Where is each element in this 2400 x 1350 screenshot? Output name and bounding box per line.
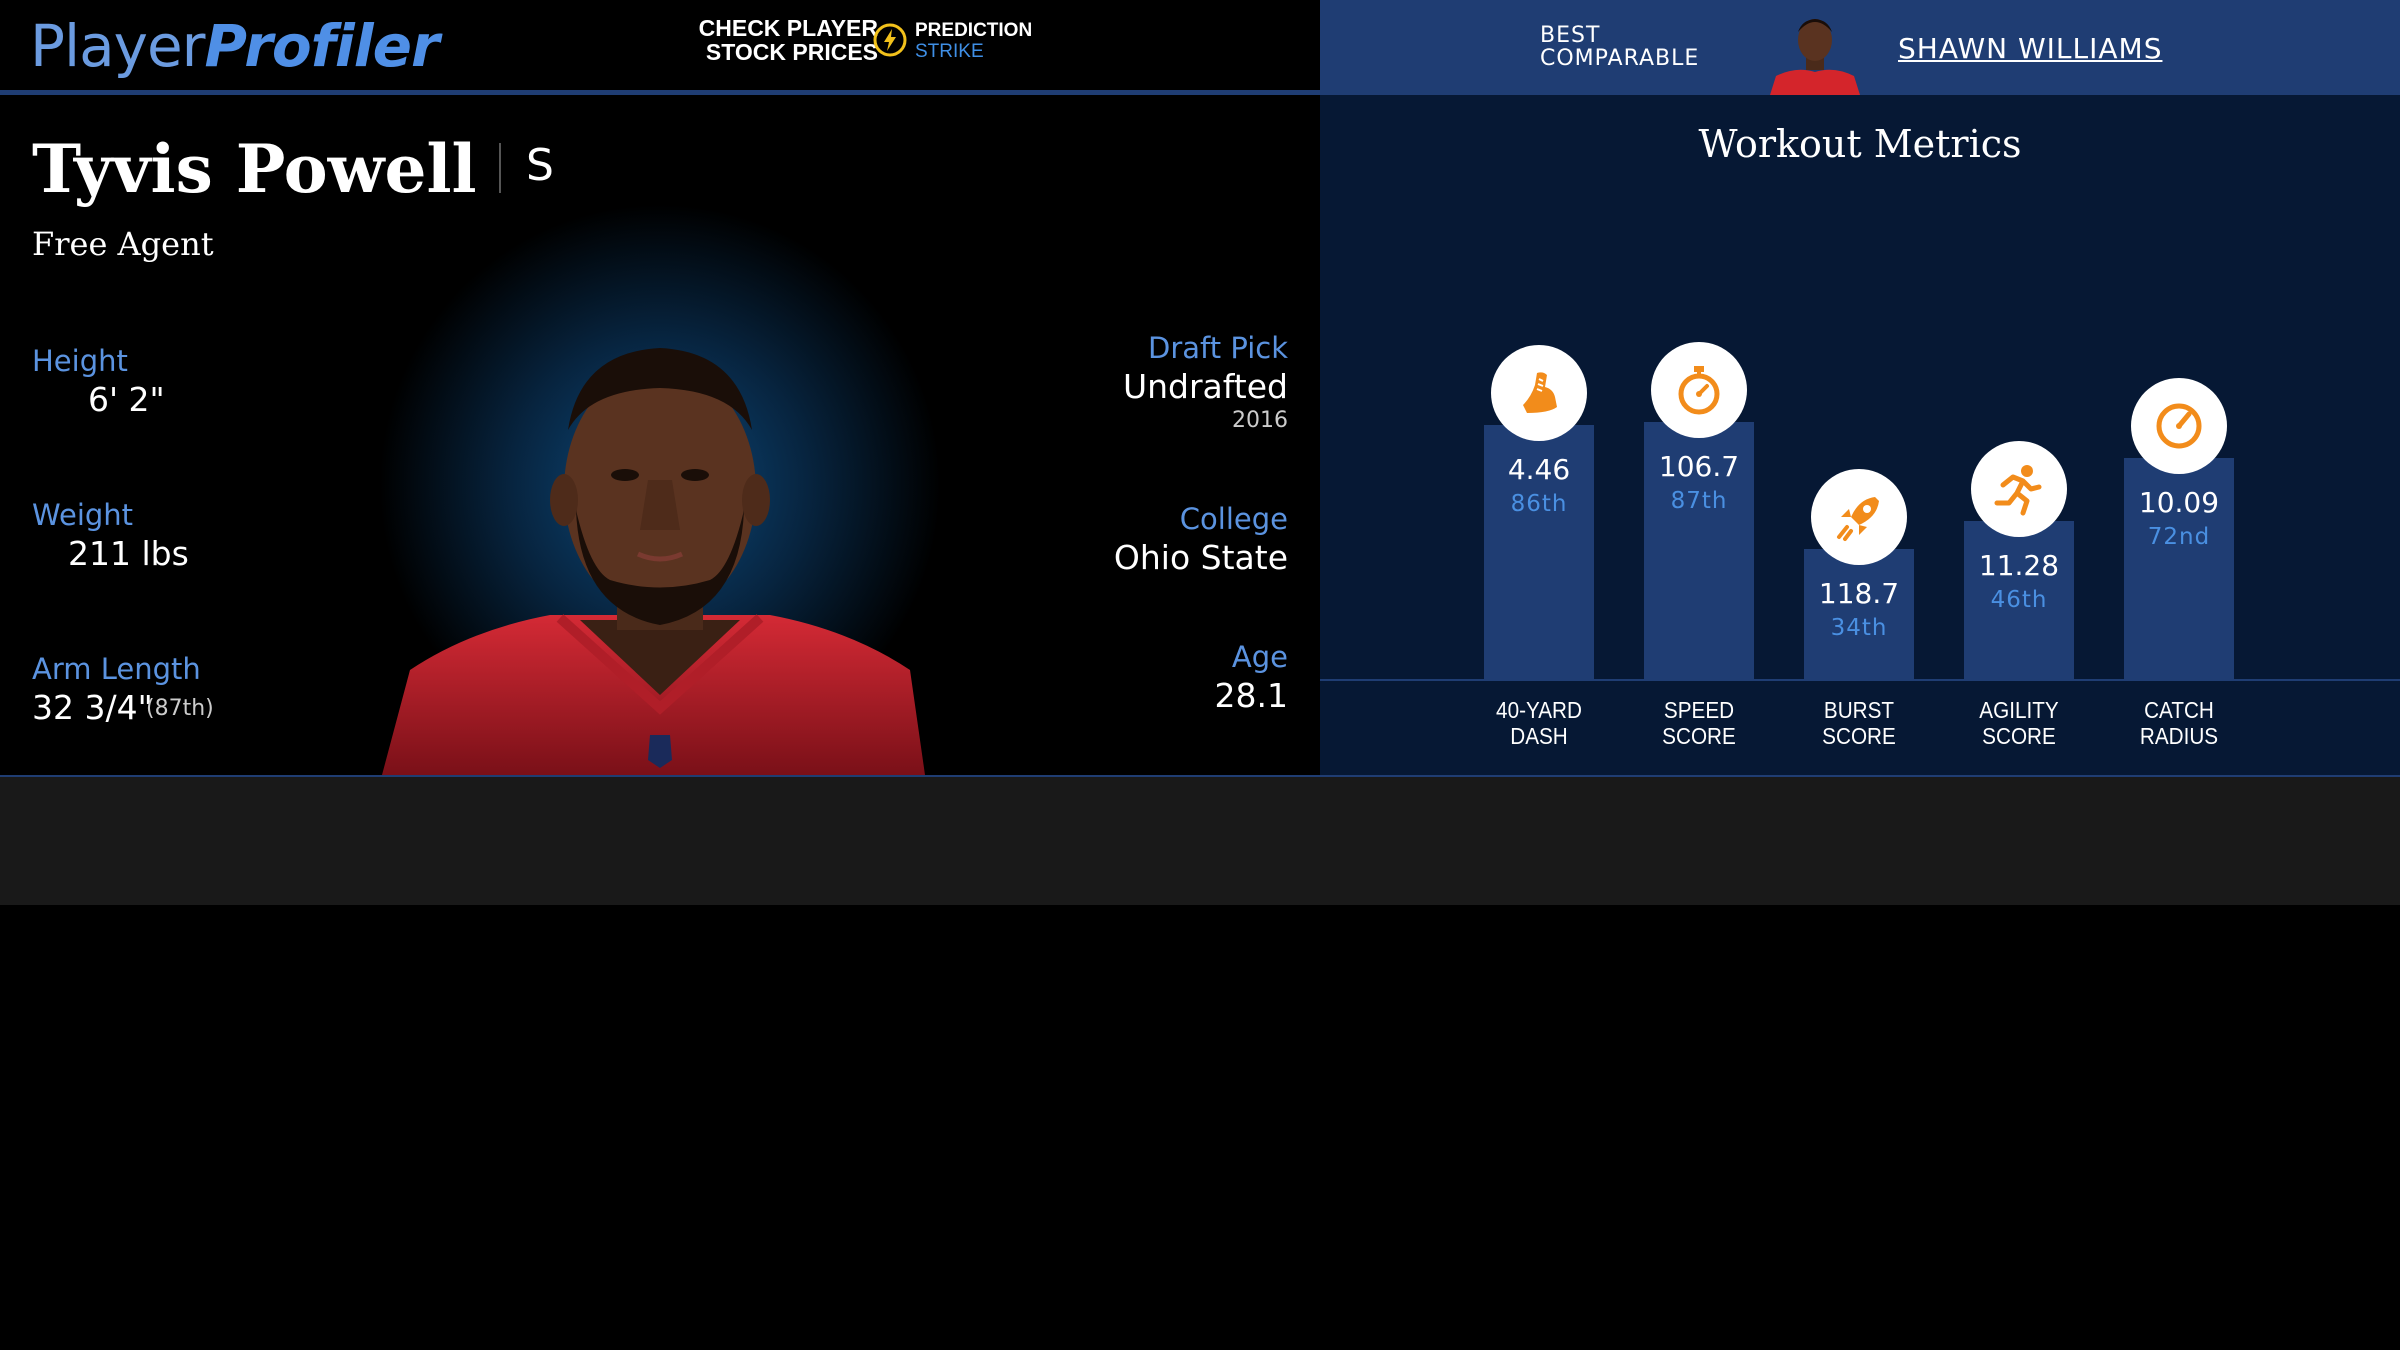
metric-bar-catch-radius: 10.09 72nd bbox=[2124, 458, 2234, 679]
draft-pick-label: Draft Pick bbox=[1148, 331, 1288, 365]
metric-bar-speed-score: 106.7 87th bbox=[1644, 422, 1754, 679]
partner-line-2: STRIKE bbox=[915, 41, 984, 62]
metric-label-burst-score: BURST SCORE bbox=[1783, 697, 1936, 749]
logo-text-profiler: Profiler bbox=[204, 12, 440, 80]
weight-label: Weight bbox=[32, 498, 134, 532]
content-band bbox=[0, 777, 2400, 905]
comparable-bar bbox=[1320, 0, 2400, 95]
college-value: Ohio State bbox=[1113, 538, 1288, 577]
chart-baseline bbox=[1320, 679, 2400, 681]
height-label: Height bbox=[32, 344, 128, 378]
arm-length-percentile: (87th) bbox=[146, 696, 214, 721]
metric-label-40-yard-dash: 40-YARD DASH bbox=[1463, 697, 1616, 749]
metric-label-line-2: DASH bbox=[1510, 723, 1568, 749]
section-divider bbox=[0, 775, 2400, 777]
college-label: College bbox=[1179, 502, 1288, 536]
player-team: Free Agent bbox=[32, 225, 214, 263]
comparable-player-link[interactable]: SHAWN WILLIAMS bbox=[1898, 32, 2163, 65]
player-name: Tyvis Powell bbox=[32, 130, 477, 208]
metric-label-line-2: RADIUS bbox=[2139, 723, 2219, 749]
header-underline bbox=[0, 90, 1320, 95]
prediction-strike-link[interactable]: PREDICTION STRIKE bbox=[915, 20, 1032, 62]
metric-label-catch-radius: CATCH RADIUS bbox=[2103, 697, 2256, 749]
metric-percentile: 46th bbox=[1990, 587, 2048, 613]
height-value: 6' 2" bbox=[88, 380, 165, 419]
metric-label-line-2: SCORE bbox=[1982, 723, 2056, 749]
metric-label-line-1: 40-YARD bbox=[1496, 697, 1582, 723]
metric-value: 11.28 bbox=[1978, 549, 2060, 582]
stock-prices-link[interactable]: CHECK PLAYER STOCK PRICES bbox=[678, 16, 878, 64]
bolt-icon[interactable] bbox=[872, 22, 908, 58]
arm-length-label: Arm Length bbox=[32, 652, 201, 686]
metric-label-line-1: SPEED bbox=[1663, 697, 1735, 723]
position-divider bbox=[499, 143, 501, 193]
runner-icon bbox=[1971, 441, 2067, 537]
age-value: 28.1 bbox=[1214, 676, 1288, 715]
metric-value: 4.46 bbox=[1507, 453, 1571, 486]
workout-title: Workout Metrics bbox=[1698, 122, 2022, 166]
logo-text-player: Player bbox=[30, 12, 205, 80]
metric-value: 10.09 bbox=[2138, 486, 2220, 519]
metric-bar-agility-score: 11.28 46th bbox=[1964, 521, 2074, 679]
metric-bar-burst-score: 118.7 34th bbox=[1804, 549, 1914, 679]
metric-label-line-1: BURST bbox=[1823, 697, 1895, 723]
stock-line-1: CHECK PLAYER bbox=[698, 15, 878, 41]
metric-label-line-1: AGILITY bbox=[1979, 697, 2059, 723]
player-headshot bbox=[380, 340, 940, 775]
header-bar bbox=[0, 0, 1320, 90]
metric-label-line-2: SCORE bbox=[1662, 723, 1736, 749]
best-line-2: COMPARABLE bbox=[1540, 46, 1700, 71]
weight-value: 211 lbs bbox=[68, 534, 189, 573]
metric-bar-40-yard-dash: 4.46 86th bbox=[1484, 425, 1594, 679]
metric-percentile: 34th bbox=[1830, 615, 1888, 641]
arm-length-value: 32 3/4" bbox=[32, 688, 153, 727]
shoe-icon bbox=[1491, 345, 1587, 441]
metric-value: 106.7 bbox=[1658, 450, 1740, 483]
stopwatch-icon bbox=[1651, 342, 1747, 438]
comparable-avatar[interactable] bbox=[1756, 10, 1874, 95]
metric-value: 118.7 bbox=[1818, 577, 1900, 610]
metric-label-line-1: CATCH bbox=[2144, 697, 2214, 723]
metric-percentile: 72nd bbox=[2147, 524, 2211, 550]
metric-label-agility-score: AGILITY SCORE bbox=[1943, 697, 2096, 749]
draft-pick-value: Undrafted bbox=[1122, 367, 1288, 406]
metric-percentile: 87th bbox=[1670, 488, 1728, 514]
best-line-1: BEST bbox=[1540, 23, 1601, 48]
site-logo[interactable]: PlayerProfiler bbox=[30, 12, 440, 80]
gauge-icon bbox=[2131, 378, 2227, 474]
partner-line-1: PREDICTION bbox=[915, 20, 1033, 41]
best-comparable-label: BEST COMPARABLE bbox=[1540, 24, 1699, 70]
metric-label-line-2: SCORE bbox=[1822, 723, 1896, 749]
rocket-icon bbox=[1811, 469, 1907, 565]
metric-label-speed-score: SPEED SCORE bbox=[1623, 697, 1776, 749]
metric-percentile: 86th bbox=[1510, 491, 1568, 517]
stock-line-2: STOCK PRICES bbox=[705, 39, 878, 65]
draft-year: 2016 bbox=[1232, 408, 1288, 433]
age-label: Age bbox=[1231, 640, 1288, 674]
player-position: S bbox=[526, 140, 554, 191]
